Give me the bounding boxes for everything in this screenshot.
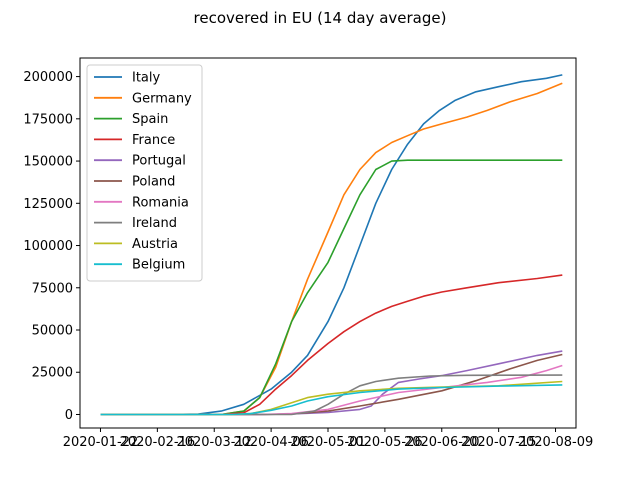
- series-line-romania: [100, 364, 563, 416]
- y-tick-label: 200000: [23, 70, 73, 85]
- series-line-belgium: [100, 384, 563, 416]
- x-tick-label: 2020-02-16: [120, 435, 196, 450]
- series-line-france: [100, 274, 563, 416]
- legend-label-romania: Romania: [132, 195, 189, 210]
- chart-title: recovered in EU (14 day average): [194, 9, 447, 27]
- legend-label-germany: Germany: [132, 91, 192, 106]
- x-tick-label: 2020-04-06: [233, 435, 309, 450]
- x-tick-label: 2020-07-15: [461, 435, 537, 450]
- x-tick-label: 2020-01-22: [63, 435, 139, 450]
- x-tick-label: 2020-05-26: [347, 435, 423, 450]
- series-line-spain: [100, 159, 563, 416]
- legend-label-poland: Poland: [132, 175, 175, 190]
- y-tick-label: 75000: [32, 281, 73, 296]
- x-tick-label: 2020-08-09: [518, 435, 594, 450]
- y-tick-label: 0: [65, 408, 73, 423]
- y-tick-label: 150000: [23, 155, 73, 170]
- y-tick-label: 50000: [32, 324, 73, 339]
- x-tick-label: 2020-03-12: [176, 435, 252, 450]
- legend-label-portugal: Portugal: [132, 154, 186, 169]
- y-tick-label: 125000: [23, 197, 73, 212]
- x-tick-label: 2020-06-20: [404, 435, 480, 450]
- legend-label-belgium: Belgium: [132, 258, 185, 273]
- legend-label-italy: Italy: [132, 71, 161, 86]
- y-tick-label: 100000: [23, 239, 73, 254]
- y-axis: 0 25000 50000 75000 100000 125000 150000 175000…: [23, 70, 80, 423]
- legend: Italy Germany Spain France Portugal Poland Rom…: [86, 64, 203, 282]
- x-tick-label: 2020-05-01: [290, 435, 366, 450]
- legend-label-ireland: Ireland: [132, 216, 177, 231]
- legend-label-austria: Austria: [132, 237, 178, 252]
- series-line-poland: [100, 353, 563, 416]
- series-line-portugal: [100, 350, 563, 416]
- y-tick-label: 175000: [23, 112, 73, 127]
- series-line-ireland: [100, 374, 563, 416]
- legend-label-spain: Spain: [132, 112, 168, 127]
- plot-lines: [100, 74, 563, 416]
- y-tick-label: 25000: [32, 366, 73, 381]
- series-line-italy: [100, 74, 563, 416]
- x-axis: 2020-01-222020-02-162020-03-122020-04-06…: [63, 428, 594, 450]
- legend-label-france: France: [132, 133, 175, 148]
